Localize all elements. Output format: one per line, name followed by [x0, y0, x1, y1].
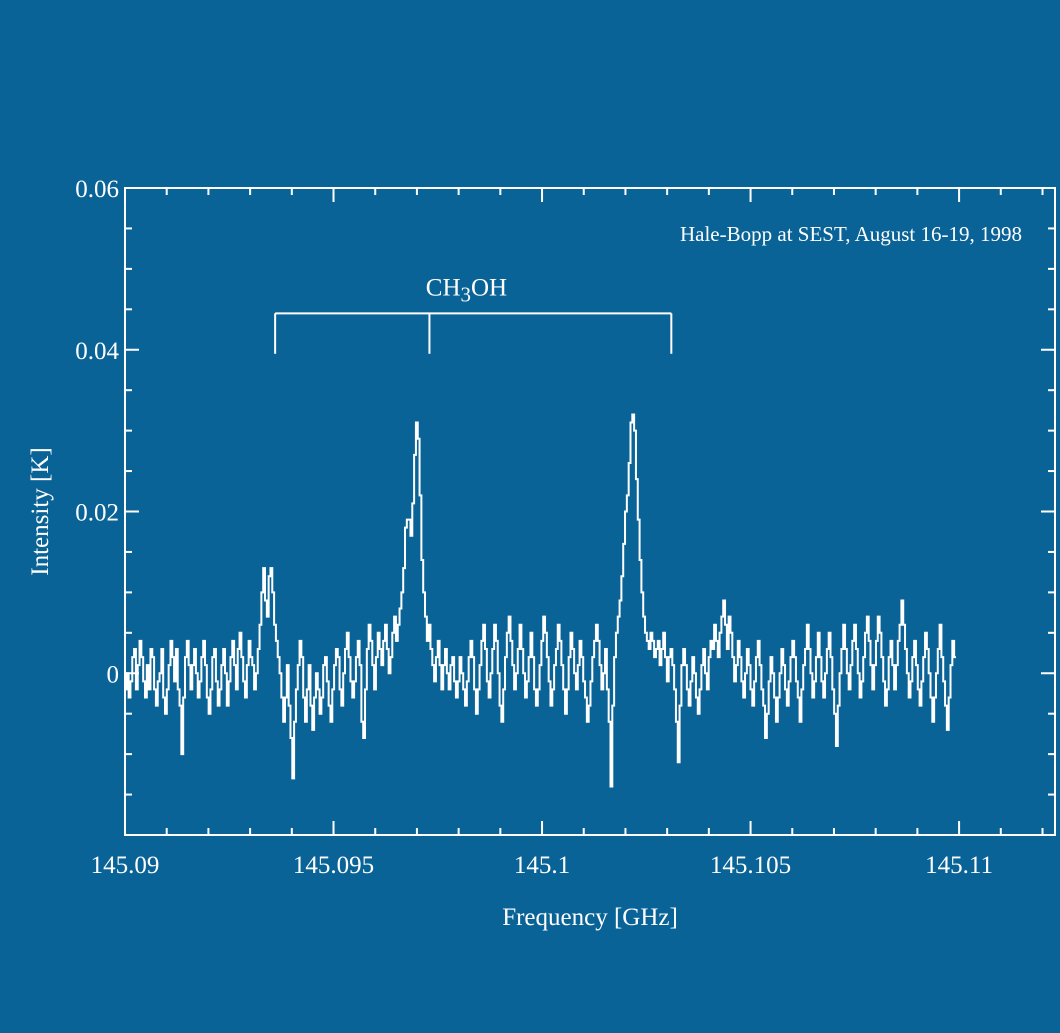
x-tick-label: 145.095 [293, 852, 374, 879]
tick-labels: 145.09 145.095 145.1 145.105 145.11 0 0.02 0.04… [75, 176, 993, 879]
y-axis-title: Intensity [K] [27, 447, 54, 575]
molecule-bracket [274, 312, 673, 354]
observation-annotation: Hale-Bopp at SEST, August 16-19, 1998 [680, 222, 1022, 246]
molecule-subscript: 3 [461, 282, 472, 306]
y-tick-label: 0 [107, 661, 120, 688]
molecule-main: CH [426, 274, 461, 301]
molecule-label: CH3OH [426, 274, 507, 306]
molecule-rest: OH [471, 274, 507, 301]
x-tick-label: 145.09 [91, 852, 160, 879]
x-axis-title: Frequency [GHz] [502, 904, 678, 931]
x-tick-label: 145.11 [925, 852, 993, 879]
plot-frame [124, 187, 1056, 836]
y-tick-label: 0.02 [75, 500, 119, 527]
axis-ticks [124, 187, 1055, 836]
x-tick-label: 145.105 [710, 852, 791, 879]
y-tick-label: 0.06 [75, 176, 119, 203]
spectrum-line [125, 413, 956, 788]
x-tick-label: 145.1 [514, 852, 570, 879]
y-tick-label: 0.04 [75, 338, 119, 365]
